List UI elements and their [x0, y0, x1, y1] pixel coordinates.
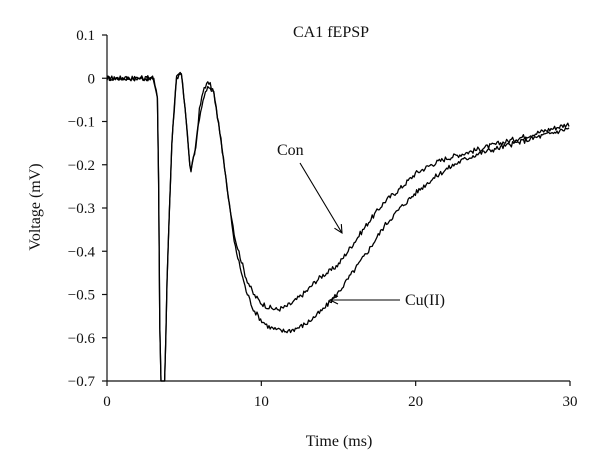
y-tick-label: −0.6 — [68, 331, 96, 347]
annotation-label: Con — [277, 142, 304, 159]
chart-title: CA1 fEPSP — [293, 24, 369, 41]
y-tick-label: −0.7 — [68, 374, 96, 390]
series-line-cu-ii — [106, 73, 570, 382]
x-tick-label: 30 — [563, 394, 578, 410]
y-tick-label: −0.3 — [68, 201, 95, 217]
annotations: Con Cu(II) — [277, 142, 445, 309]
arrowhead-icon — [328, 295, 339, 305]
y-tick-label: 0 — [88, 71, 96, 87]
axes: 0.1 0 −0.1 −0.2 −0.3 −0.4 −0.5 −0.6 −0.7 0 10 20 30 — [68, 28, 578, 410]
annotation-label: Cu(II) — [405, 292, 445, 309]
y-axis-title: Voltage (mV) — [27, 163, 44, 250]
y-tick-label: −0.5 — [68, 288, 95, 304]
x-tick-label: 10 — [254, 394, 269, 410]
x-tick-label: 20 — [408, 394, 423, 410]
y-tick-label: −0.1 — [68, 115, 95, 131]
x-tick-label: 0 — [103, 394, 111, 410]
annotation-arrow — [299, 162, 343, 234]
y-tick-label: 0.1 — [76, 28, 95, 44]
arrowhead-icon — [334, 224, 343, 235]
y-tick-label: −0.2 — [68, 158, 95, 174]
y-tick-label: −0.4 — [68, 244, 96, 260]
traces — [106, 71, 570, 382]
x-axis-title: Time (ms) — [306, 433, 373, 450]
